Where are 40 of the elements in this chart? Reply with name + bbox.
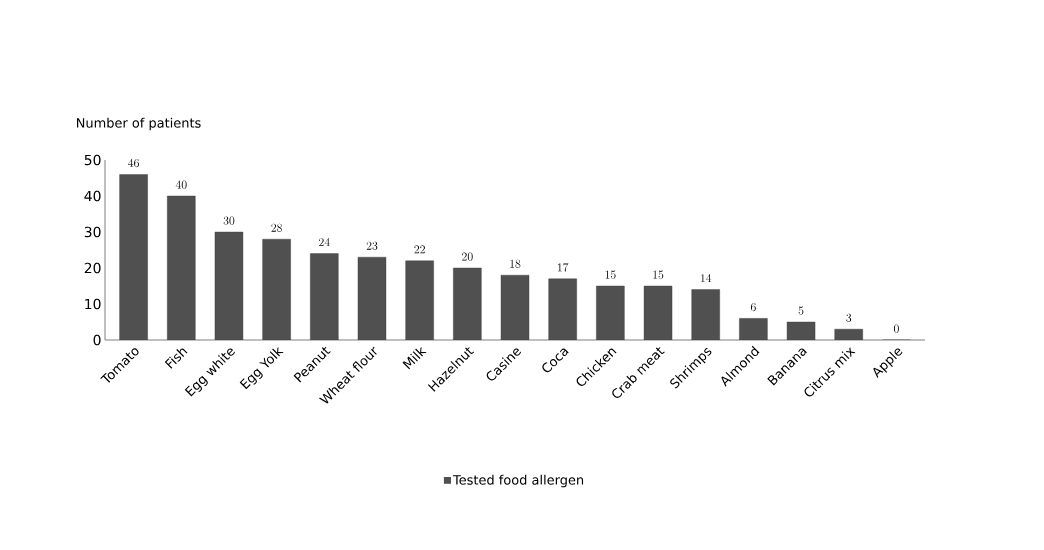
y-tick-label: 50 xyxy=(84,154,101,166)
bar xyxy=(453,267,482,340)
y-tick-label: 0 xyxy=(93,334,101,346)
y-axis-title: Number of patients xyxy=(76,117,201,131)
bar xyxy=(405,260,434,340)
bar xyxy=(262,239,291,340)
data-label: 23 xyxy=(366,241,378,250)
y-tick-label: 30 xyxy=(84,226,101,238)
x-tick-label: Milk xyxy=(402,347,427,370)
bar xyxy=(691,289,720,340)
y-tick-label: 10 xyxy=(85,298,101,310)
data-label: 6 xyxy=(750,302,756,312)
data-label: 17 xyxy=(557,263,569,272)
data-label: 3 xyxy=(846,313,852,322)
data-label: 40 xyxy=(175,180,187,189)
data-label: 30 xyxy=(223,216,235,225)
data-label: 28 xyxy=(271,223,282,232)
data-label: 15 xyxy=(653,270,664,279)
bar xyxy=(548,278,577,340)
x-tick-label: Fish xyxy=(164,348,188,369)
bar xyxy=(357,257,387,340)
data-label: 5 xyxy=(798,306,804,315)
legend-label: Tested food allergen xyxy=(452,474,584,488)
data-label: 24 xyxy=(319,238,330,247)
data-label: 46 xyxy=(128,158,139,168)
data-label: 15 xyxy=(605,270,616,279)
data-label: 18 xyxy=(510,259,521,268)
data-label: 22 xyxy=(414,245,425,254)
x-tick-label: Egg Yolk xyxy=(239,347,284,390)
data-label: 20 xyxy=(462,252,473,261)
bar xyxy=(310,253,339,340)
y-tick-label: 40 xyxy=(84,190,101,202)
data-label: 0 xyxy=(893,324,899,333)
bar xyxy=(119,174,148,340)
bar xyxy=(596,285,625,340)
bar xyxy=(214,231,244,340)
data-label: 14 xyxy=(700,274,712,283)
y-tick-label: 20 xyxy=(84,262,101,274)
bar xyxy=(500,275,530,340)
bar xyxy=(167,195,196,340)
